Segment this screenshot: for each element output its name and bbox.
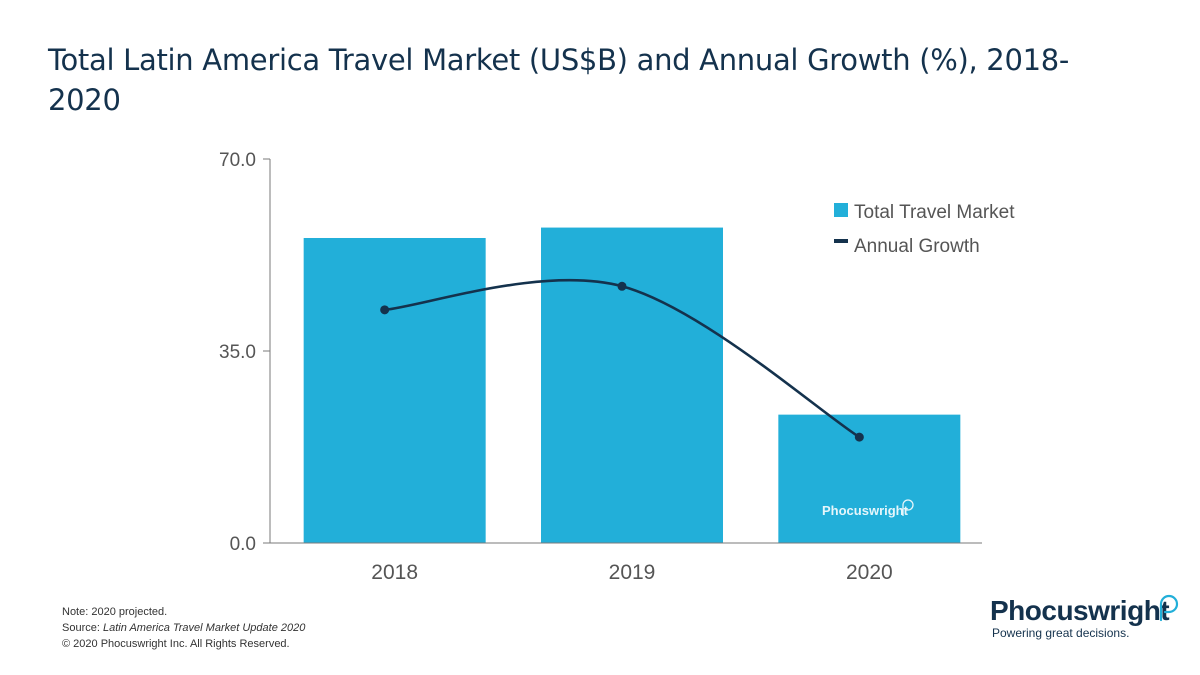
growth-point-2018 bbox=[380, 305, 390, 315]
copyright-text: © 2020 Phocuswright Inc. All Rights Rese… bbox=[62, 638, 290, 650]
watermark-text: Phocuswright bbox=[822, 503, 909, 518]
bar-2019 bbox=[541, 227, 723, 544]
bar-2020 bbox=[778, 414, 961, 543]
x-tick-label: 2018 bbox=[371, 561, 418, 584]
chart-notes: Note: 2020 projected. Source: Latin Amer… bbox=[62, 604, 305, 652]
y-tick-label: 0.0 bbox=[230, 534, 256, 555]
legend-bar-swatch bbox=[834, 203, 848, 217]
y-tick-label: 70.0 bbox=[219, 150, 256, 171]
x-tick-label: 2019 bbox=[609, 561, 656, 584]
watermark: Phocuswright bbox=[822, 499, 914, 518]
logo-name: Phocuswright bbox=[990, 595, 1170, 626]
bar-2018 bbox=[303, 237, 486, 543]
source-text: Source: Latin America Travel Market Upda… bbox=[62, 622, 306, 634]
y-axis-ticks: 0.0 35.0 70.0 bbox=[219, 150, 270, 555]
legend-label-bar: Total Travel Market bbox=[854, 202, 1015, 223]
x-tick-label: 2020 bbox=[846, 561, 893, 584]
growth-point-2019 bbox=[617, 281, 627, 291]
watermark-bubble-icon bbox=[902, 499, 914, 516]
phocuswright-logo: Phocuswright Powering great decisions. bbox=[990, 594, 1190, 640]
growth-point-2020 bbox=[854, 432, 864, 442]
logo-tagline: Powering great decisions. bbox=[992, 626, 1130, 640]
note-text: Note: 2020 projected. bbox=[62, 606, 168, 618]
growth-line-layer bbox=[380, 278, 864, 442]
legend: Total Travel Market Annual Growth bbox=[834, 202, 1015, 257]
bars bbox=[303, 227, 961, 544]
speech-bubble-icon bbox=[1159, 594, 1179, 622]
axes bbox=[269, 159, 982, 544]
legend-label-line: Annual Growth bbox=[854, 236, 980, 257]
x-axis-labels: 2018 2019 2020 bbox=[371, 561, 892, 584]
legend-line-swatch bbox=[834, 239, 848, 243]
y-tick-label: 35.0 bbox=[219, 342, 256, 363]
chart-title: Total Latin America Travel Market (US$B)… bbox=[48, 43, 1070, 117]
